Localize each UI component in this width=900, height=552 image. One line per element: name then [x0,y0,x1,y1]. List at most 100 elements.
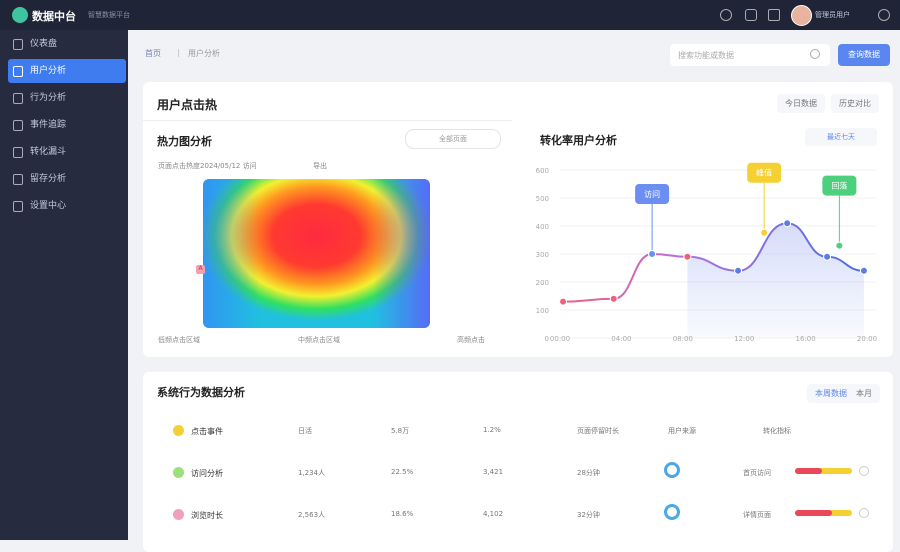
sidebar: 仪表盘用户分析行为分析事件追踪转化漏斗留存分析设置中心 [0,30,128,540]
dropdown[interactable]: 最近七天 [805,128,877,146]
heatmap-overlay [203,179,430,328]
label: 低频点击区域 [158,336,200,344]
row-cell: 3,421 [483,468,504,476]
activity-card: 系统行为数据分析 本周数据 本月 点击事件 日活 5.8万 1.2% 页面停留时长 用户来… [143,372,893,552]
tab[interactable]: 历史对比 [831,94,879,113]
search-box[interactable]: 搜索功能或数据 [670,44,830,66]
tab[interactable]: 本周数据 [807,384,855,403]
menu-item[interactable]: 转化漏斗 [8,140,126,164]
breadcrumb: 用户分析 [188,49,220,58]
row-action[interactable] [859,508,869,518]
panel-title: 热力图分析 [157,135,212,148]
x-tick-label: 08:00 [673,335,693,343]
line [563,222,864,303]
menu-item[interactable]: 设置中心 [8,194,126,218]
label: 高频点击 [457,336,485,344]
point [783,219,792,228]
point [683,252,692,261]
y-tick-label: 600 [536,167,549,175]
user-name[interactable]: 管理员用户 [815,11,850,19]
card-title: 用户点击热 [157,98,218,112]
top-bar: 数据中台 智慧数据平台 管理员用户 [0,0,900,30]
status-dot [173,509,184,520]
breadcrumb-sep: | [177,48,180,57]
row-cell: 4,102 [483,510,504,518]
breadcrumb[interactable]: 首页 [145,49,161,58]
row-cell: 18.6% [391,510,414,518]
row-cell: 详情页面 [743,511,771,519]
y-tick-label: 200 [536,279,549,287]
label: 中频点击区域 [298,336,340,344]
x-tick-label: 12:00 [734,335,754,343]
menu-item[interactable]: 用户分析 [8,59,126,83]
row-cell: 1,234人 [298,469,326,477]
search-button[interactable]: 查询数据 [838,44,890,66]
y-tick-label: 400 [536,223,549,231]
panel-title: 转化率用户分析 [540,134,617,147]
x-tick-label: 20:00 [857,335,877,343]
row-cell: 1.2% [483,426,501,434]
avatar[interactable] [791,5,812,26]
x-tick-label: 00:00 [550,335,570,343]
row-cell: 5.8万 [391,427,410,435]
row-name: 点击事件 [191,427,223,436]
menu-icon [13,201,23,212]
icon-button[interactable] [768,9,780,21]
menu-icon [13,39,23,50]
icon-button[interactable] [720,9,732,21]
point [823,252,832,261]
annotation-box [635,184,670,204]
menu-item[interactable]: 行为分析 [8,86,126,110]
annotation-point [835,241,844,250]
y-tick-label: 300 [536,251,549,259]
annotation-box [822,175,857,196]
row-cell: 首页访问 [743,469,771,477]
annotation-label: 访问 [644,189,660,199]
point [559,297,568,306]
row-cell: 28分钟 [577,469,600,477]
annotation-point [760,228,769,237]
marker: A [196,265,205,274]
heatmap-panel: 热力图分析 全部页面 页面点击热度 2024/05/12 访问 导出 A 低频点… [143,120,512,357]
logo-icon [12,7,28,23]
row-action[interactable] [859,466,869,476]
row-cell: 日活 [298,427,312,435]
status-dot [173,425,184,436]
search-placeholder: 搜索功能或数据 [678,51,734,60]
row-icon [664,504,680,520]
row-cell: 32分钟 [577,511,600,519]
menu-icon [13,93,23,104]
y-tick-label: 500 [536,195,549,203]
status-dot [173,467,184,478]
logout-button[interactable] [878,9,890,21]
menu-icon [13,147,23,158]
point [734,266,743,275]
icon-button[interactable] [745,9,757,21]
menu-item[interactable]: 事件追踪 [8,113,126,137]
annotation-label: 峰值 [756,168,772,178]
row-cell: 页面停留时长 [577,427,619,435]
progress-track [795,468,852,474]
heatmap [203,179,430,328]
dropdown[interactable]: 全部页面 [405,129,501,149]
label[interactable]: 导出 [313,162,327,170]
x-tick-label: 16:00 [796,335,816,343]
tab[interactable]: 本月 [848,384,880,403]
row-cell: 2,563人 [298,511,326,519]
row-cell: 22.5% [391,468,414,476]
annotation-label: 回落 [831,181,847,191]
row-cell: 用户来源 [668,427,696,435]
label: 2024/05/12 访问 [200,162,257,170]
progress-bar [795,468,822,474]
tab[interactable]: 今日数据 [777,94,825,113]
row-name: 浏览时长 [191,511,223,520]
menu-item[interactable]: 仪表盘 [8,32,126,56]
progress-track [795,510,852,516]
logo-text: 数据中台 [32,10,76,23]
logo-subtitle: 智慧数据平台 [88,11,130,19]
menu-item[interactable]: 留存分析 [8,167,126,191]
y-tick-label: 100 [536,307,549,315]
annotation-point [648,250,657,258]
